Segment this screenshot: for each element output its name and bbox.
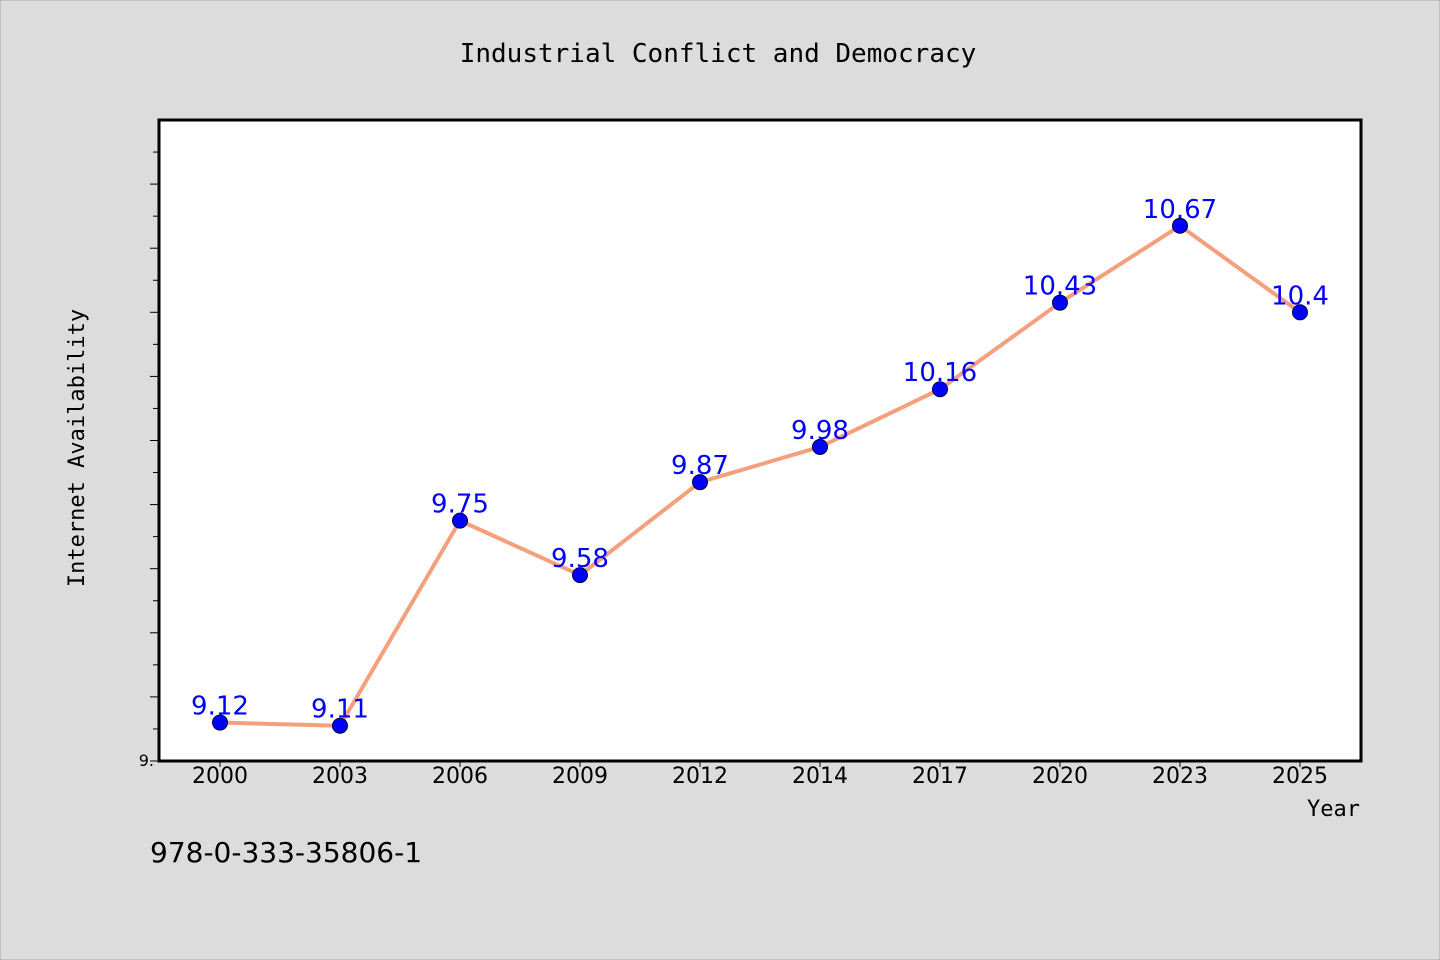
series-layer xyxy=(212,217,1308,734)
data-point xyxy=(212,714,228,731)
x-tick-label: 2017 xyxy=(912,764,968,789)
data-label: 10.4 xyxy=(1271,281,1329,311)
data-label: 9.98 xyxy=(791,416,849,446)
x-tick-label: 2006 xyxy=(432,764,488,789)
series-line xyxy=(218,223,1302,728)
data-labels-layer: 9.12 9.11 9.75 9.58 9.87 9.98 10.16 10.43 10.67 1… xyxy=(191,195,1329,725)
x-tick-label: 2023 xyxy=(1152,764,1208,789)
data-point xyxy=(1172,217,1188,234)
data-point xyxy=(692,474,708,491)
data-point xyxy=(812,438,828,455)
data-label: 9.11 xyxy=(311,695,369,725)
y-axis-ticks xyxy=(150,151,159,762)
data-point xyxy=(1052,294,1068,311)
data-label: 9.58 xyxy=(551,544,609,574)
data-point xyxy=(332,717,348,734)
data-point xyxy=(572,567,588,584)
x-axis-label: Year xyxy=(1307,797,1360,822)
chart-title: Industrial Conflict and Democracy xyxy=(460,39,977,69)
data-point xyxy=(1292,304,1308,321)
data-label: 9.75 xyxy=(431,490,489,520)
data-label: 9.87 xyxy=(671,451,729,481)
x-tick-label: 2025 xyxy=(1272,764,1328,789)
x-tick-label: 2014 xyxy=(792,764,848,789)
x-tick-label: 2020 xyxy=(1032,764,1088,789)
data-point xyxy=(932,381,948,398)
x-tick-label: 2012 xyxy=(672,764,728,789)
data-point xyxy=(452,512,468,529)
x-tick-label: 2003 xyxy=(312,764,368,789)
data-label: 9.12 xyxy=(191,692,249,722)
x-tick-label: 2009 xyxy=(552,764,608,789)
y-axis-label: Internet Availability xyxy=(65,309,90,587)
data-label: 10.16 xyxy=(903,358,977,388)
data-label: 10.67 xyxy=(1143,195,1217,225)
isbn-text: 978-0-333-35806-1 xyxy=(150,836,422,869)
y-tick-label: 9. xyxy=(139,751,154,770)
data-label: 10.43 xyxy=(1023,272,1097,302)
x-axis-ticks: 2000 2003 2006 2009 2012 2014 2017 2020 2023 2025 xyxy=(192,761,1328,789)
plot-area xyxy=(157,118,1363,763)
x-tick-label: 2000 xyxy=(192,764,248,789)
